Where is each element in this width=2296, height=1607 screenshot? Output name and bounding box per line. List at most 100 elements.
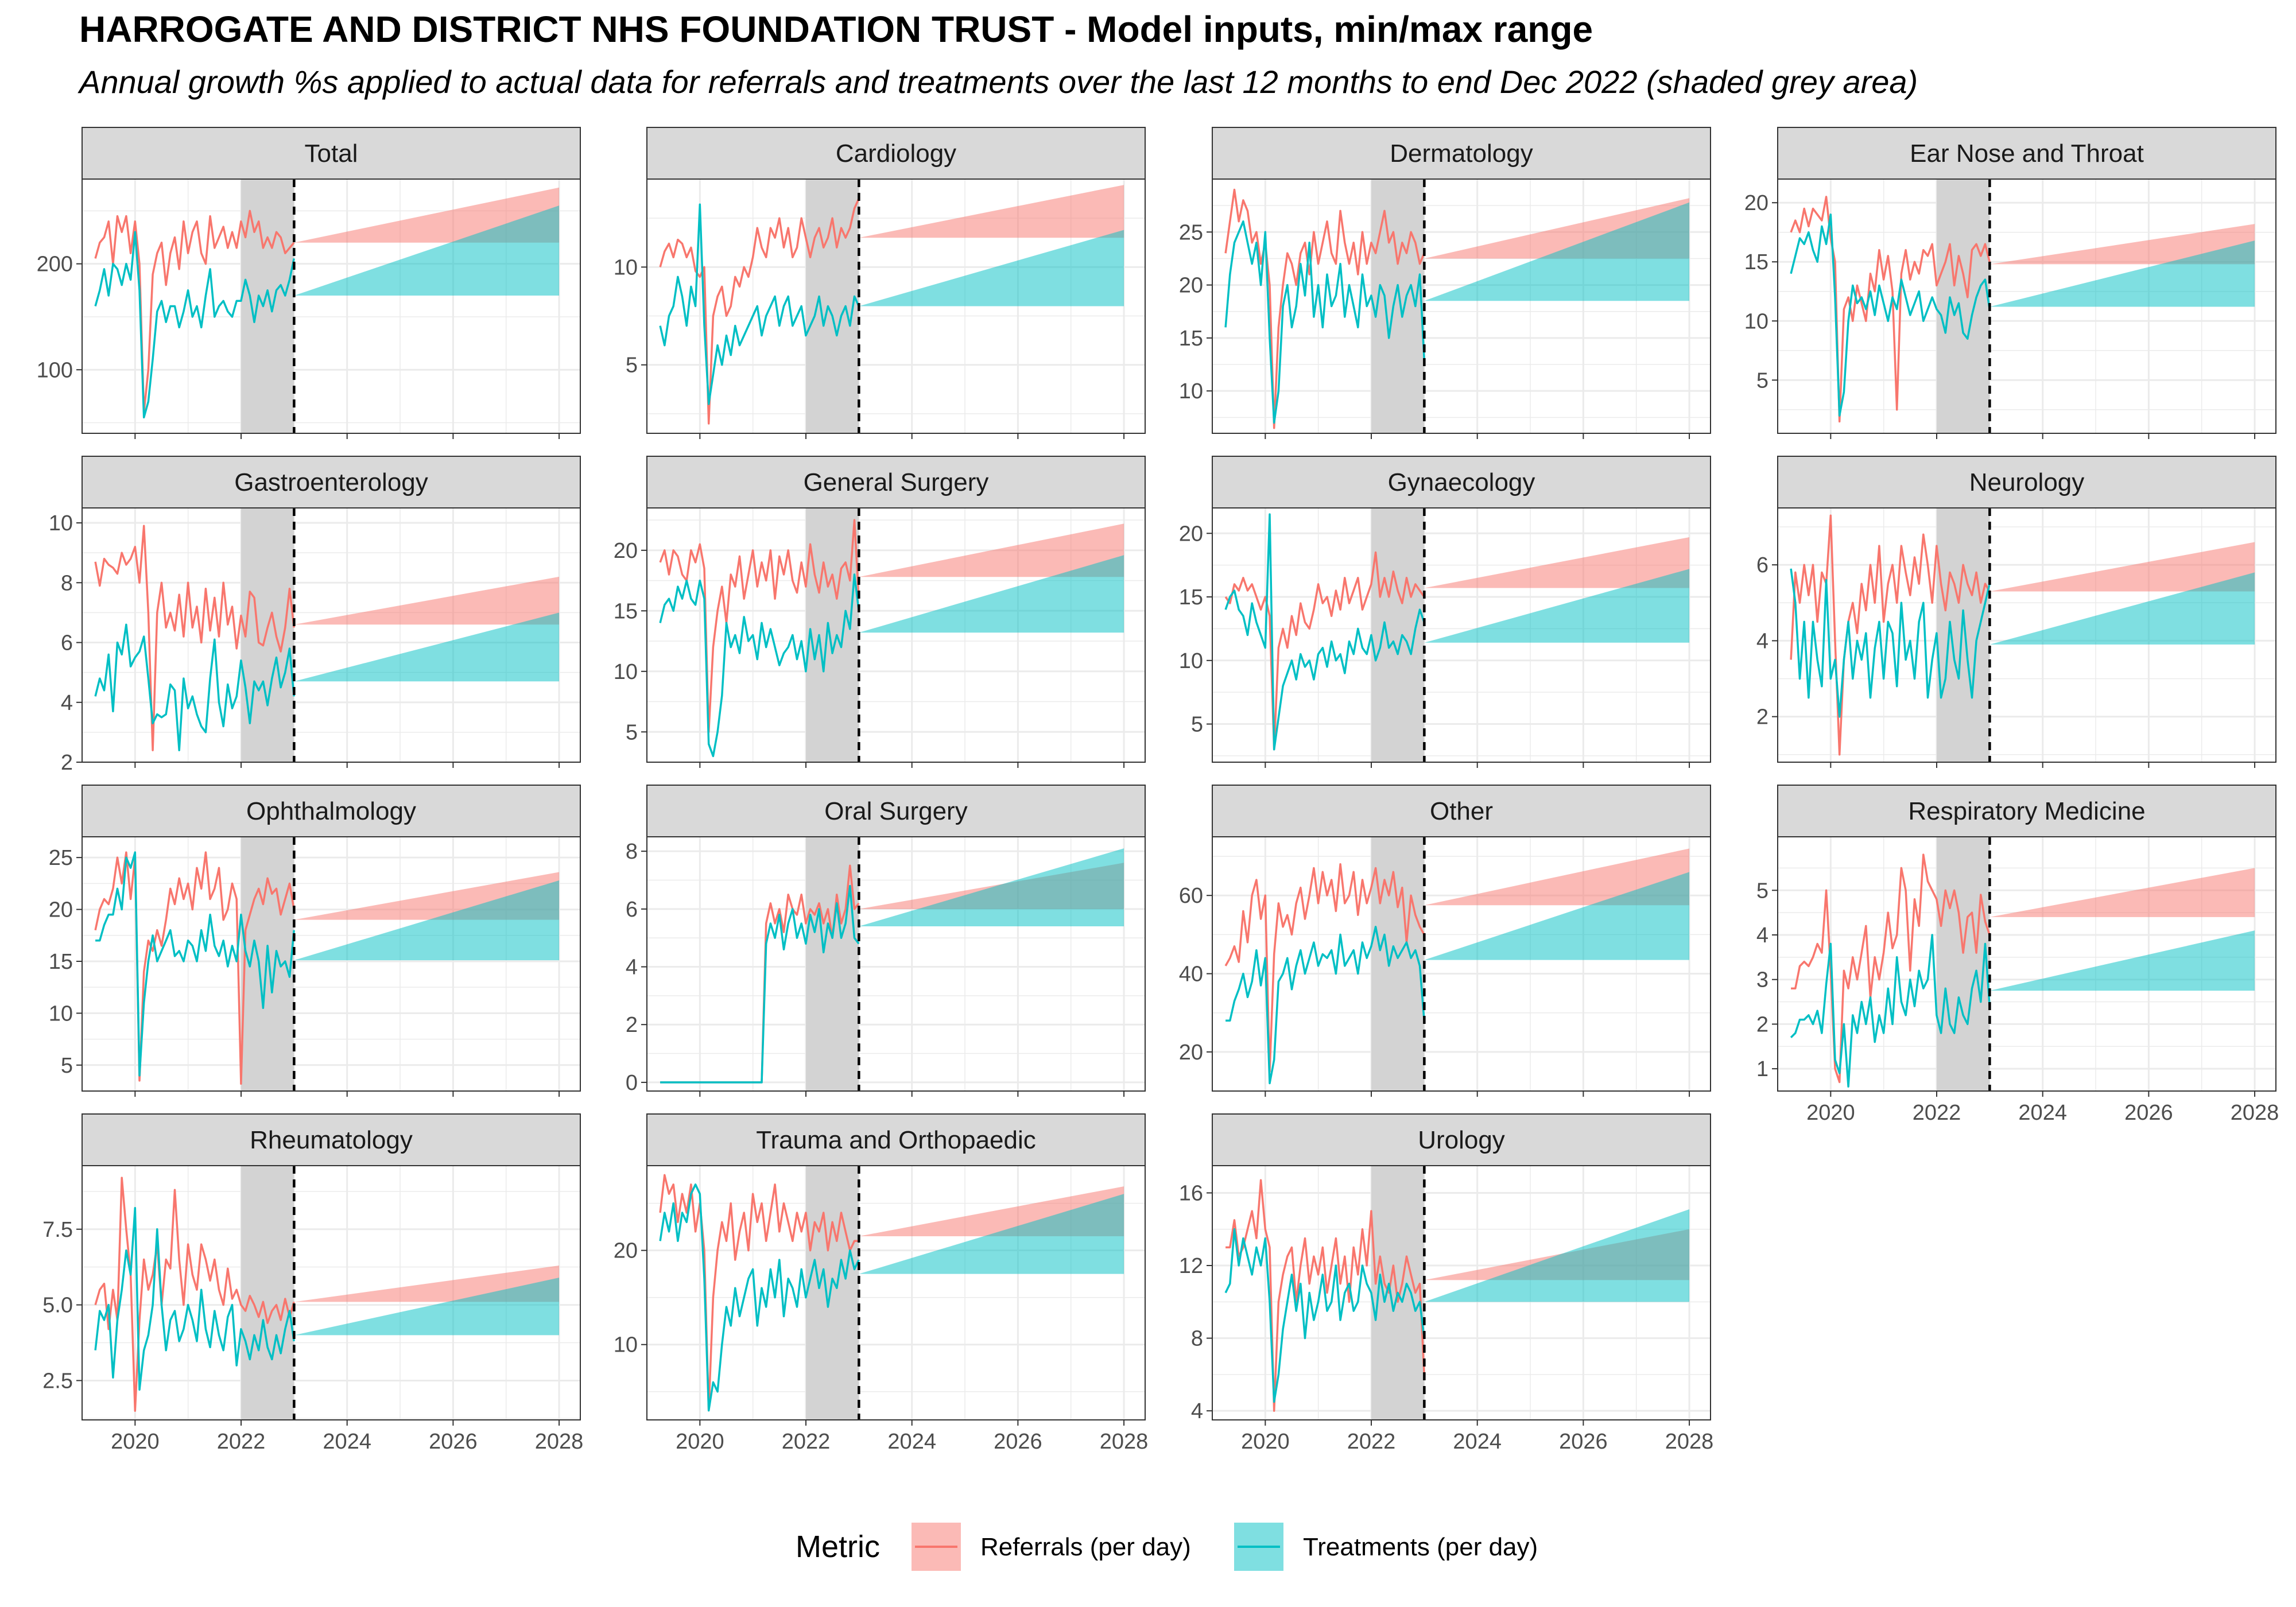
series-line-referrals-per-day (659, 198, 860, 425)
y-tick-label: 10 (49, 1002, 73, 1026)
panel-ophthalmology: Ophthalmology 5 10 15 20 25 (49, 785, 581, 1097)
y-tick-label: 2 (1756, 1012, 1768, 1037)
y-tick-label: 3 (1756, 968, 1768, 992)
panel-border (646, 1165, 1146, 1420)
strip-neurology (1777, 456, 2276, 509)
y-tick-label: 1 (1756, 1057, 1768, 1081)
y-tick-label: 8 (61, 571, 73, 595)
x-tick-label: 2020 (676, 1430, 724, 1454)
projection-range-treatments-per-day (859, 230, 1124, 306)
projection-range-referrals-per-day (1989, 868, 2255, 917)
y-tick-label: 4 (1756, 923, 1768, 948)
series-line-referrals-per-day (1224, 863, 1425, 1073)
x-tick-label: 2024 (887, 1430, 936, 1454)
series-line-treatments-per-day (1790, 568, 1991, 718)
panel-border (1212, 178, 1711, 434)
baseline-period-shade (806, 179, 859, 433)
y-tick-label: 100 (37, 358, 73, 382)
projection-range-treatments-per-day (859, 555, 1124, 633)
x-tick-label: 2028 (1665, 1430, 1714, 1454)
series-line-referrals-per-day (1225, 1179, 1425, 1412)
strip-label: Cardiology (836, 139, 956, 168)
series-line-treatments-per-day (1224, 513, 1425, 751)
panel-respiratory-medicine: Respiratory Medicine 1 2 3 4 5 2020 2022 2024 202… (1756, 785, 2279, 1125)
panel-background (82, 837, 580, 1091)
series-line-treatments-per-day (659, 573, 860, 758)
panel-border (646, 507, 1146, 763)
projection-range-treatments-per-day (1424, 202, 1690, 301)
strip-urology (1212, 1113, 1711, 1166)
plot-area (82, 837, 580, 1091)
y-tick-label: 2 (61, 751, 73, 775)
projection-range-referrals-per-day (1989, 542, 2255, 592)
panel-border (82, 1165, 581, 1420)
plot-area (1778, 837, 2276, 1091)
plot-area (1212, 837, 1711, 1091)
strip-rheumatology (82, 1113, 581, 1166)
strip-label: Oral Surgery (824, 797, 967, 825)
x-tick-label: 2024 (1453, 1430, 1502, 1454)
x-tick-label: 2028 (535, 1430, 584, 1454)
series-line-referrals-per-day (1224, 551, 1425, 751)
projection-range-referrals-per-day (1424, 537, 1690, 588)
y-tick-label: 20 (1179, 1041, 1203, 1065)
panel-ear-nose-and-throat: Ear Nose and Throat 5 10 15 20 (1744, 127, 2276, 439)
projection-range-treatments-per-day (1989, 240, 2255, 307)
series-line-treatments-per-day (1790, 934, 1991, 1088)
y-tick-label: 20 (1179, 274, 1203, 298)
strip-label: Gynaecology (1388, 468, 1535, 496)
x-tick-label: 2028 (2231, 1101, 2279, 1125)
y-tick-label: 20 (614, 539, 638, 563)
y-tick-label: 60 (1179, 884, 1203, 908)
facet-panels: Total100200Cardiology510Dermatology10152… (37, 127, 2279, 1454)
y-tick-label: 5.0 (42, 1294, 73, 1318)
panel-total: Total 100 200 (37, 127, 581, 439)
x-tick-label: 2026 (1559, 1430, 1608, 1454)
x-tick-label: 2024 (323, 1430, 371, 1454)
y-tick-label: 5 (1756, 368, 1768, 393)
y-tick-label: 6 (61, 631, 73, 655)
y-tick-label: 10 (49, 511, 73, 535)
baseline-period-shade (241, 508, 294, 762)
plot-area (1778, 179, 2276, 433)
y-tick-label: 7.5 (42, 1218, 73, 1242)
y-tick-label: 4 (626, 956, 638, 980)
panel-gastroenterology: Gastroenterology 2 4 6 8 10 (49, 456, 581, 775)
projection-range-treatments-per-day (294, 205, 560, 296)
y-tick-label: 5 (1191, 713, 1203, 737)
y-tick-label: 20 (49, 898, 73, 922)
series-line-treatments-per-day (659, 1183, 860, 1412)
y-tick-label: 5 (61, 1054, 73, 1078)
x-tick-label: 2026 (429, 1430, 478, 1454)
x-tick-label: 2028 (1100, 1430, 1149, 1454)
baseline-period-shade (241, 1166, 294, 1420)
y-tick-label: 4 (1756, 629, 1768, 653)
series-line-treatments-per-day (659, 203, 860, 405)
projection-range-treatments-per-day (859, 1194, 1124, 1274)
strip-label: Gastroenterology (234, 468, 428, 496)
panel-border (1212, 507, 1711, 763)
baseline-period-shade (806, 508, 859, 762)
panel-rheumatology: Rheumatology 2.5 5.0 7.5 2020 2022 2024 2026 202… (42, 1113, 584, 1454)
series-line-referrals-per-day (659, 1174, 859, 1412)
y-tick-label: 4 (1191, 1399, 1203, 1423)
plot-area (82, 179, 580, 433)
panel-cardiology: Cardiology 5 10 (614, 127, 1146, 439)
y-tick-label: 10 (1744, 309, 1768, 333)
projection-range-treatments-per-day (1424, 569, 1690, 643)
x-tick-label: 2022 (1347, 1430, 1396, 1454)
y-tick-label: 10 (1179, 649, 1203, 673)
panel-border (1212, 1165, 1711, 1420)
series-line-referrals-per-day (94, 209, 295, 413)
plot-area (1778, 508, 2276, 762)
series-line-referrals-per-day (1224, 188, 1425, 429)
plot-area (1212, 508, 1711, 762)
baseline-period-shade (1937, 508, 1990, 762)
projection-range-treatments-per-day (859, 848, 1124, 927)
panel-border (1777, 836, 2276, 1092)
chart-title: HARROGATE AND DISTRICT NHS FOUNDATION TR… (79, 9, 1593, 50)
strip-label: Total (305, 139, 358, 168)
strip-ophthalmology (82, 785, 581, 837)
panel-general-surgery: General Surgery 5 10 15 20 (614, 456, 1146, 768)
y-tick-label: 6 (1756, 553, 1768, 577)
